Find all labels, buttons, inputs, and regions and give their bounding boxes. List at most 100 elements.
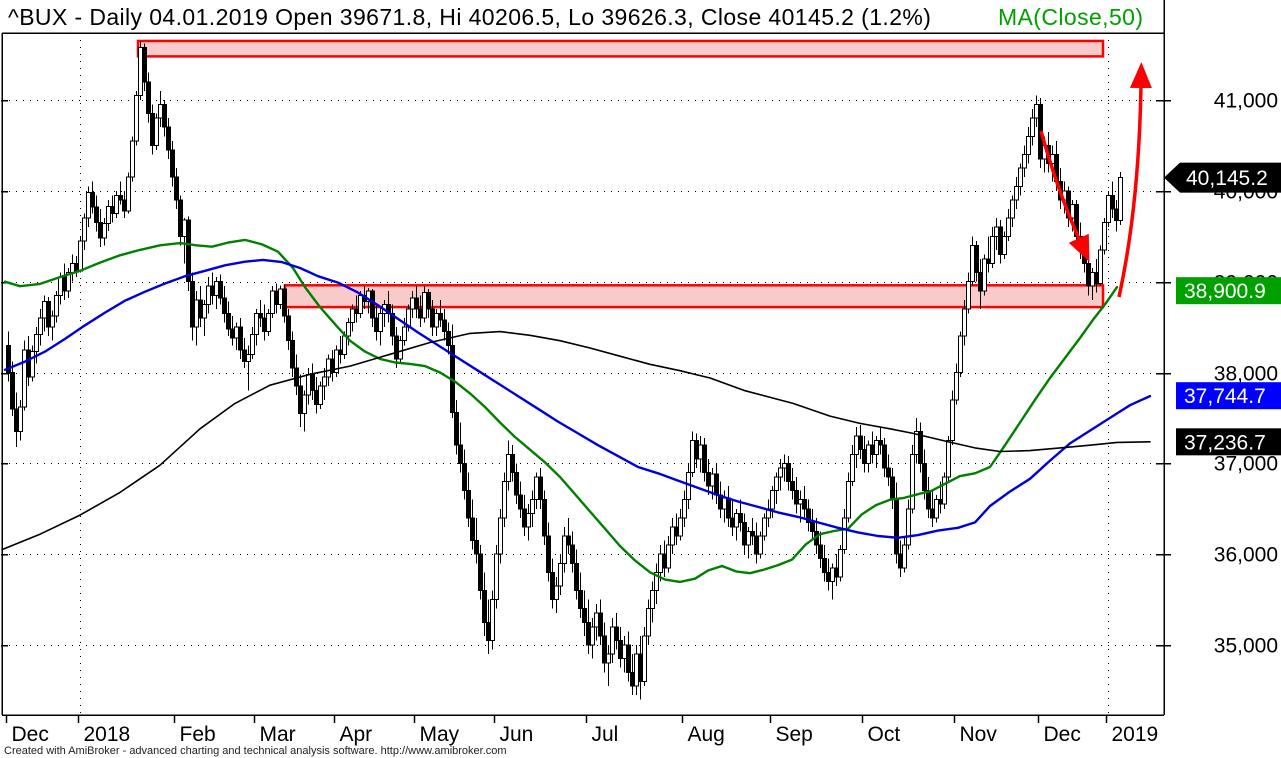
candle-down: [926, 490, 931, 510]
candle-down: [442, 319, 447, 333]
candle-up: [378, 312, 383, 333]
candle-up: [562, 535, 567, 564]
candle-down: [754, 535, 759, 555]
candle-up: [850, 453, 855, 483]
candle-down: [298, 385, 303, 414]
candle-down: [62, 276, 67, 292]
candle-up: [934, 499, 939, 519]
candle-up: [250, 333, 255, 355]
candle-down: [10, 372, 15, 410]
month-label: Dec: [1044, 723, 1081, 746]
candle-up: [594, 612, 599, 628]
candle-up: [270, 290, 275, 314]
badge-last-price: 40,145.2: [1164, 162, 1281, 193]
candle-up: [58, 276, 63, 296]
candle-up: [278, 288, 283, 305]
y-axis-label: 41,000: [1214, 90, 1278, 113]
candle-up: [342, 335, 347, 355]
candle-down: [314, 390, 319, 405]
candle-up: [530, 499, 535, 514]
chart-title: ^BUX - Daily 04.01.2019 Open 39671.8, Hi…: [8, 4, 931, 30]
candle-down: [462, 462, 467, 492]
candle-down: [922, 462, 927, 492]
candle-up: [306, 373, 311, 396]
candle-up: [1006, 217, 1011, 237]
candle-down: [478, 553, 483, 592]
candle-down: [702, 444, 707, 473]
candle-up: [18, 406, 23, 433]
candle-up: [410, 297, 415, 310]
candle-down: [834, 567, 839, 578]
candle-up: [606, 653, 611, 664]
candle-down: [546, 535, 551, 573]
candle-down: [374, 317, 379, 333]
candle-up: [646, 608, 651, 637]
candle-down: [286, 315, 291, 342]
candle-up: [1118, 177, 1123, 222]
badge-value: 40,145.2: [1186, 167, 1268, 190]
month-label: Sep: [776, 723, 813, 746]
candle-down: [630, 671, 635, 687]
candle-up: [1090, 272, 1095, 287]
candle-down: [742, 521, 747, 546]
candle-up: [670, 526, 675, 546]
candle-up: [910, 453, 915, 510]
candle-up: [658, 553, 663, 573]
candle-up: [78, 240, 83, 272]
candle-down: [26, 349, 31, 378]
badge-box: [1180, 162, 1281, 193]
candle-down: [290, 340, 295, 369]
candle-up: [434, 312, 439, 328]
candle-up: [666, 544, 671, 569]
candle-down: [474, 540, 479, 555]
candle-up: [126, 176, 131, 212]
candle-up: [490, 599, 495, 641]
badge-box: [1176, 277, 1281, 305]
month-label: Jul: [592, 723, 619, 746]
candle-up: [762, 517, 767, 537]
down-move-arrow: [1039, 130, 1090, 262]
badge-value: 37,236.7: [1184, 431, 1266, 454]
candle-up: [402, 326, 407, 342]
y-axis-label: 35,000: [1214, 635, 1278, 658]
candle-down: [170, 149, 175, 178]
candle-up: [782, 462, 787, 469]
candle-up: [734, 512, 739, 528]
candle-up: [642, 635, 647, 682]
candle-down: [898, 553, 903, 569]
candle-down: [218, 281, 223, 299]
candle-up: [1106, 194, 1111, 224]
y-axis-label: 38,000: [1214, 363, 1278, 386]
candle-down: [338, 349, 343, 355]
candle-down: [198, 299, 203, 319]
candle-down: [750, 530, 755, 537]
candle-down: [438, 312, 443, 321]
candle-down: [394, 335, 399, 360]
candle-up: [102, 223, 107, 239]
candle-up: [634, 653, 639, 687]
candle-down: [974, 244, 979, 274]
candle-up: [214, 281, 219, 296]
candle-down: [998, 226, 1003, 255]
candle-up: [902, 544, 907, 569]
month-label: May: [420, 723, 460, 746]
candle-up: [962, 308, 967, 337]
candle-up: [86, 192, 91, 219]
candle-down: [714, 473, 719, 496]
upper-resistance-zone: [136, 39, 1105, 58]
candle-up: [1102, 222, 1107, 251]
candlesticks: [6, 40, 1123, 700]
candle-up: [690, 440, 695, 473]
candle-up: [82, 217, 87, 242]
candle-up: [950, 399, 955, 442]
candle-down: [822, 558, 827, 573]
candle-down: [738, 512, 743, 523]
candle-up: [206, 285, 211, 305]
indicator-legend: MA(Close,50): [998, 4, 1143, 30]
candle-down: [90, 192, 95, 208]
up-projection-arrow: [1117, 62, 1152, 298]
candle-up: [966, 281, 971, 310]
candle-up: [266, 312, 271, 333]
